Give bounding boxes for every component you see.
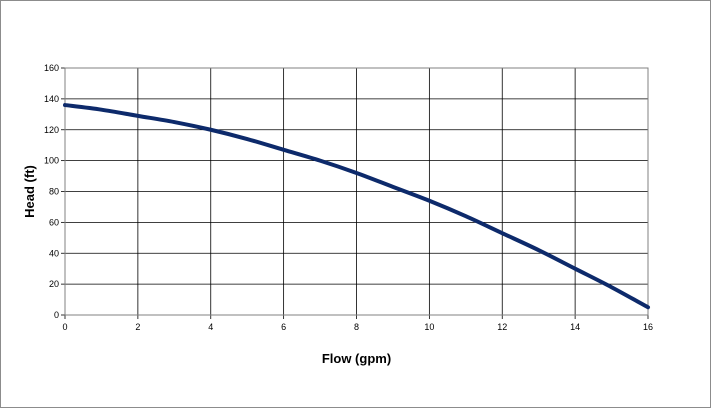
y-tick-label: 0 <box>54 310 59 320</box>
y-tick-label: 80 <box>49 187 59 197</box>
y-tick-label: 20 <box>49 279 59 289</box>
x-tick-label: 6 <box>281 322 286 332</box>
grid <box>61 67 649 319</box>
x-axis-title: Flow (gpm) <box>322 351 391 366</box>
x-tick-label: 0 <box>62 322 67 332</box>
x-tick-label: 4 <box>208 322 213 332</box>
x-tick-label: 16 <box>643 322 653 332</box>
x-tick-label: 2 <box>135 322 140 332</box>
y-tick-labels: 0 20 40 60 80 100 120 140 160 <box>44 63 59 320</box>
y-tick-label: 120 <box>44 125 59 135</box>
x-tick-label: 14 <box>570 322 580 332</box>
y-tick-label: 40 <box>49 248 59 258</box>
series-line-head-curve <box>63 103 650 310</box>
y-tick-label: 60 <box>49 217 59 227</box>
y-tick-label: 160 <box>44 63 59 73</box>
y-tick-label: 100 <box>44 156 59 166</box>
plot-area-border <box>64 67 649 316</box>
x-tick-label: 12 <box>497 322 507 332</box>
y-axis-title: Head (ft) <box>22 165 37 218</box>
x-tick-label: 8 <box>354 322 359 332</box>
x-tick-labels: 0 2 4 6 8 10 12 14 16 <box>62 322 653 332</box>
y-tick-label: 140 <box>44 94 59 104</box>
series-lines <box>63 103 650 310</box>
x-tick-label: 10 <box>424 322 434 332</box>
